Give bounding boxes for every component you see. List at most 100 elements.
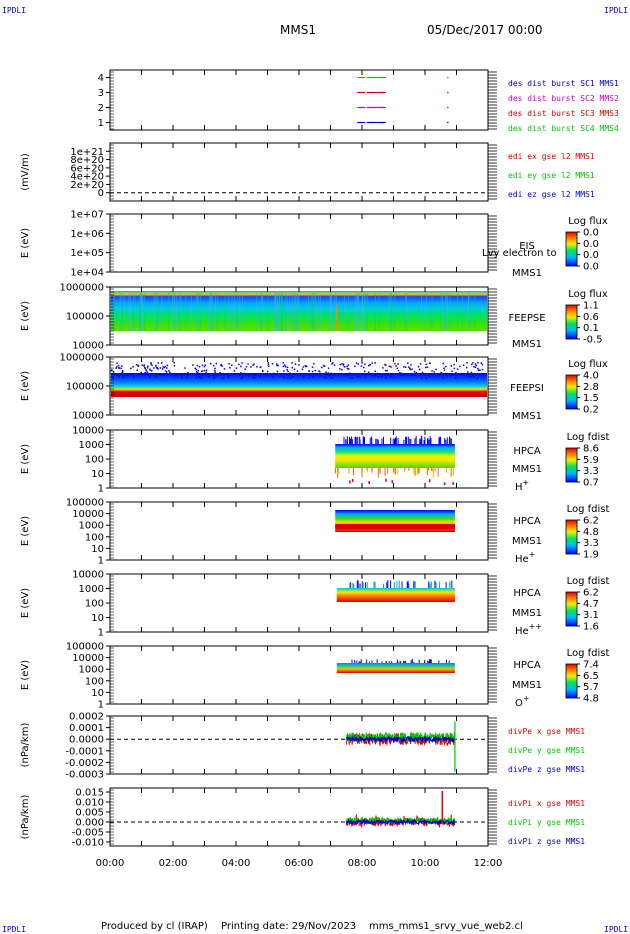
y-tick-label: 0.000 — [75, 818, 104, 829]
colorbar-tick: 5.7 — [583, 682, 599, 693]
spectrogram — [336, 663, 455, 673]
colorbar-tick: 3.3 — [583, 466, 599, 477]
species-name: He — [515, 554, 529, 565]
colorbar-tick: 3.1 — [583, 610, 599, 621]
colorbar-tick: 4.0 — [583, 371, 599, 382]
colorbar — [565, 519, 578, 555]
colorbar-tick: 0.6 — [583, 312, 599, 323]
y-tick-label: 2 — [98, 103, 104, 114]
y-tick-label: 1 — [98, 628, 104, 639]
legend-entry: divPe z gse MMS1 — [508, 765, 585, 774]
colorbar-tick: 0.0 — [583, 262, 599, 273]
colorbar-tick: 4.8 — [583, 694, 599, 705]
x-tick-label: 06:00 — [285, 858, 314, 869]
y-tick-label: 1 — [98, 556, 104, 567]
y-tick-label: 100000 — [66, 382, 104, 393]
date-title: 05/Dec/2017 00:00 — [427, 23, 543, 37]
y-tick-label: 100 — [85, 455, 104, 466]
instrument-label: HPCA — [513, 660, 541, 671]
spacecraft-label: MMS1 — [512, 680, 542, 691]
legend-entry: des dist burst SC4 MMS4 — [508, 124, 619, 133]
colorbar — [565, 374, 578, 410]
y-axis-label: E (eV) — [20, 660, 31, 690]
colorbar-tick: -0.5 — [583, 335, 603, 346]
spectrogram — [335, 444, 455, 468]
species-label: He++ — [515, 622, 542, 637]
x-tick-label: 02:00 — [159, 858, 188, 869]
legend-entry: des dist burst SC1 MMS1 — [508, 79, 619, 88]
y-tick-label: 100000 — [66, 642, 104, 653]
y-tick-label: 2e+20 — [70, 180, 104, 191]
corner-right-top: IPDLI — [604, 6, 628, 15]
y-axis-label: E (eV) — [20, 371, 31, 401]
y-tick-label: -0.0001 — [65, 746, 104, 757]
y-tick-label: 0.015 — [75, 788, 104, 799]
legend-entry: des dist burst SC2 MMS2 — [508, 94, 619, 103]
legend-entry: edi ey gse l2 MMS1 — [508, 171, 595, 180]
y-tick-label: 10000 — [72, 653, 104, 664]
colorbar — [565, 663, 578, 699]
x-axis: 00:00 02:00 04:00 06:00 08:00 10:00 12:00 — [96, 858, 503, 869]
overlay-text: Lvy electron to — [482, 248, 557, 259]
legend-entry: edi ex gse l2 MMS1 — [508, 152, 595, 161]
species-charge: ++ — [529, 622, 542, 631]
colorbar — [565, 447, 578, 483]
y-tick-label: 1e+21 — [70, 147, 104, 158]
y-axis-label: E (eV) — [20, 444, 31, 474]
y-tick-label: 10 — [91, 544, 104, 555]
instrument-label: FEEPSE — [508, 313, 545, 324]
mission-title: MMS1 — [280, 23, 316, 37]
panel-burst-dist: 4 3 2 1 des dist burst SC1 MMS1 des dist burs… — [98, 69, 619, 133]
produced-by: Produced by cl (IRAP) — [101, 921, 208, 932]
panel-hpca-he2: 10000 1000 100 10 1 E (eV) HPCA MMS1 He++ Log fdi… — [20, 570, 609, 639]
colorbar-tick: 7.4 — [583, 660, 599, 671]
y-tick-label: 100 — [85, 676, 104, 687]
y-axis-label: (nPa/km) — [20, 795, 31, 840]
y-tick-label: 0.005 — [75, 808, 104, 819]
y-axis-label: E (eV) — [20, 301, 31, 331]
species-label: He+ — [515, 550, 535, 565]
y-tick-label: 0.0002 — [69, 712, 104, 723]
y-tick-label: 10000 — [72, 509, 104, 520]
x-tick-label: 04:00 — [222, 858, 251, 869]
colorbar-tick: 0.1 — [583, 323, 599, 334]
colorbar-tick: 3.3 — [583, 538, 599, 549]
y-axis-label: E (eV) — [20, 228, 31, 258]
colorbar-tick: 1.6 — [583, 622, 599, 633]
colorbar-tick: 2.8 — [583, 382, 599, 393]
y-tick-label: 1000000 — [59, 353, 104, 364]
instrument-label: HPCA — [513, 588, 541, 599]
colorbar-tick: 0.0 — [583, 250, 599, 261]
colorbar-tick: 4.8 — [583, 527, 599, 538]
panels-group: 4 3 2 1 des dist burst SC1 MMS1 des dist burs… — [20, 69, 619, 849]
y-tick-label: 100000 — [66, 498, 104, 509]
y-tick-label: 1 — [98, 700, 104, 711]
colorbar-tick: 0.7 — [583, 478, 599, 489]
spacecraft-label: MMS1 — [512, 339, 542, 350]
y-tick-label: 8e+20 — [70, 155, 104, 166]
series-line — [345, 818, 456, 826]
colorbar — [565, 591, 578, 627]
instrument-label: HPCA — [513, 446, 541, 457]
species-label: H+ — [515, 478, 529, 493]
y-tick-label: 1e+05 — [70, 248, 104, 259]
x-tick-label: 00:00 — [96, 858, 125, 869]
y-tick-label: 100000 — [66, 312, 104, 323]
y-tick-label: 1 — [98, 118, 104, 129]
y-tick-label: -0.0002 — [65, 758, 104, 769]
y-tick-label: -0.010 — [72, 838, 104, 849]
y-tick-label: 100 — [85, 599, 104, 610]
colorbar-tick: 1.9 — [583, 550, 599, 561]
y-tick-label: 10 — [91, 469, 104, 480]
y-axis-label: (mV/m) — [20, 153, 31, 191]
instrument-label: EIS — [519, 241, 535, 252]
y-axis-label: E (eV) — [20, 516, 31, 546]
panel-frame — [109, 213, 489, 273]
spectrogram — [336, 588, 455, 602]
spacecraft-label: MMS1 — [512, 411, 542, 422]
spacecraft-label: MMS1 — [512, 608, 542, 619]
colorbar-title: Log flux — [568, 216, 608, 227]
